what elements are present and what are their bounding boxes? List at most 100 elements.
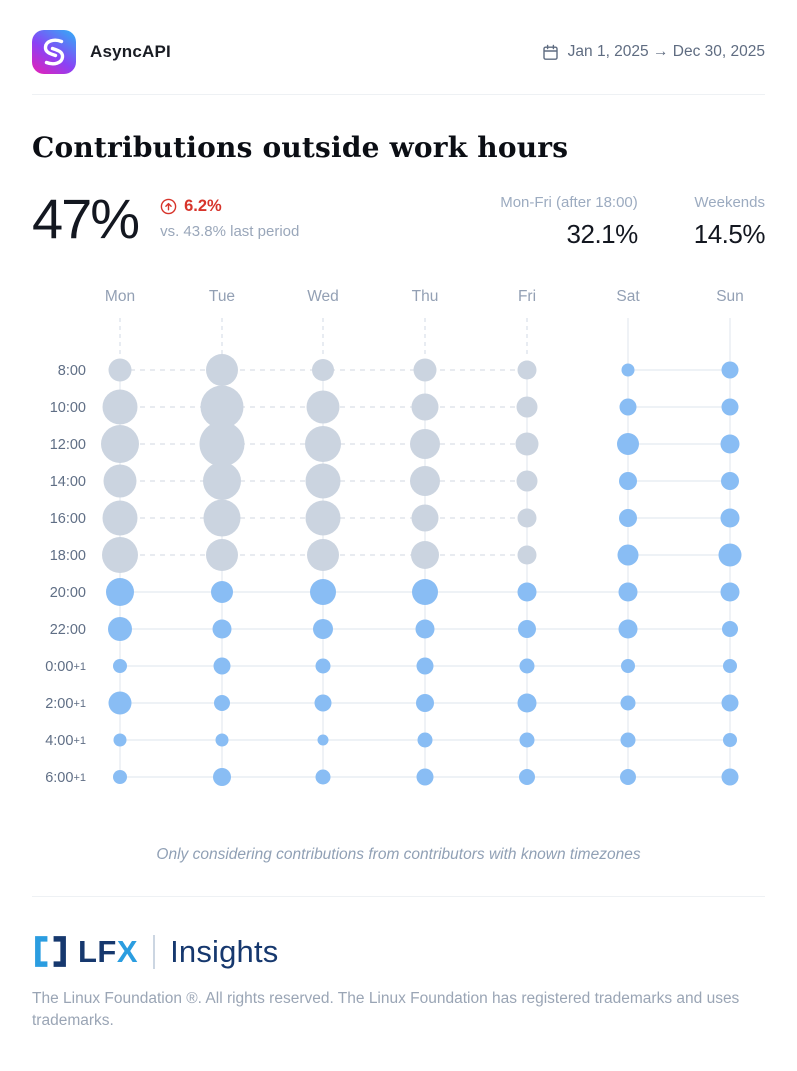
chart-bubble <box>415 619 435 639</box>
chart-bubble <box>413 358 437 382</box>
chart-bubble <box>410 429 440 459</box>
hour-label: 16:00 <box>50 511 86 527</box>
chart-bubble <box>215 733 229 747</box>
chart-bubble <box>718 543 742 567</box>
chart-bubble <box>213 768 231 786</box>
chart-bubble <box>517 545 537 565</box>
hour-label: 8:00 <box>58 363 86 379</box>
chart-bubble <box>619 398 637 416</box>
chart-bubble <box>416 694 434 712</box>
day-label: Tue <box>209 288 235 305</box>
chart-bubble <box>721 694 739 712</box>
chart-bubbles <box>101 354 742 786</box>
day-label: Wed <box>307 288 339 305</box>
logo-separator <box>153 934 156 969</box>
chart-bubble <box>211 581 233 603</box>
chart-bubble <box>312 359 334 381</box>
asyncapi-logo-icon <box>32 30 76 74</box>
trend-up-icon <box>160 198 177 215</box>
chart-bubble <box>305 426 341 462</box>
chart-bubble <box>103 464 137 498</box>
hour-label: 4:00+1 <box>45 733 86 749</box>
chart-bubble <box>519 658 535 674</box>
stat-value: 32.1% <box>566 219 639 249</box>
chart-bubble <box>411 541 439 569</box>
chart-bubble <box>620 695 636 711</box>
chart-bubble <box>516 470 538 492</box>
chart-bubble <box>517 582 537 602</box>
hour-label: 10:00 <box>50 400 86 416</box>
chart-bubble <box>617 544 639 566</box>
chart-bubble <box>305 500 341 536</box>
chart-bubble <box>199 421 245 467</box>
chart-bubble <box>206 354 238 386</box>
chart-bubble <box>518 620 536 638</box>
chart-footnote: Only considering contributions from cont… <box>156 846 641 863</box>
legal-text: The Linux Foundation ®. All rights reser… <box>32 990 740 1029</box>
chart-bubble <box>305 463 341 499</box>
chart-bubble <box>212 619 232 639</box>
stat-label: Weekends <box>694 194 765 211</box>
chart-bubble <box>113 659 127 673</box>
chart-bubble <box>721 472 739 490</box>
brand: AsyncAPI <box>32 30 171 74</box>
chart-bubble <box>720 582 740 602</box>
chart-bubble <box>102 389 138 425</box>
chart-bubble <box>723 733 737 747</box>
date-range-label: Jan 1, 2025 → Dec 30, 2025 <box>567 43 765 60</box>
insights-wordmark: Insights <box>170 933 279 969</box>
chart-bubble <box>519 732 535 748</box>
chart-bubble <box>410 466 440 496</box>
footer-divider <box>32 896 765 897</box>
chart-bubble <box>417 732 433 748</box>
chart-bubble <box>200 385 244 429</box>
trend-value: 6.2% <box>184 197 222 215</box>
header: AsyncAPI Jan 1, 2025 → Dec 30, 2025 <box>32 0 765 74</box>
day-label: Sun <box>716 288 744 305</box>
chart-bubble <box>721 398 739 416</box>
chart-bubble <box>411 393 439 421</box>
chart-bubble <box>618 619 638 639</box>
chart-bubble <box>102 537 138 573</box>
stats-row: 47% 6.2% vs. 43.8% last period Mon-Fri (… <box>32 187 766 250</box>
chart-bubble <box>621 363 635 377</box>
chart-bubble <box>213 657 231 675</box>
chart-bubble <box>101 425 139 463</box>
hour-label: 14:00 <box>50 474 86 490</box>
chart-day-labels: Mon Tue Wed Thu Fri Sat Sun <box>105 288 744 305</box>
chart-bubble <box>517 508 537 528</box>
chart-bubble <box>721 768 739 786</box>
chart-bubble <box>720 508 740 528</box>
chart-bubble <box>203 462 241 500</box>
footer: LFX Insights The Linux Foundation ®. All… <box>32 897 765 1032</box>
hour-label: 12:00 <box>50 437 86 453</box>
chart-bubble <box>620 732 636 748</box>
chart-bubble <box>108 358 132 382</box>
chart-bubble <box>306 390 340 424</box>
main-percentage: 47% <box>32 187 140 250</box>
chart-bubble <box>720 434 740 454</box>
chart-bubble <box>416 768 434 786</box>
chart-bubble <box>203 499 241 537</box>
chart-bubble <box>618 582 638 602</box>
trend-block: 6.2% vs. 43.8% last period <box>160 190 299 240</box>
chart-bubble <box>315 658 331 674</box>
chart-bubble <box>516 396 538 418</box>
chart-bubble <box>416 657 434 675</box>
date-range-picker[interactable]: Jan 1, 2025 → Dec 30, 2025 <box>541 43 765 62</box>
chart-bubble <box>106 578 134 606</box>
page-title: Contributions outside work hours <box>32 131 569 164</box>
chart-bubble <box>519 769 535 785</box>
chart-bubble <box>517 693 537 713</box>
chart-bubble <box>619 509 637 527</box>
chart-bubble <box>214 695 230 711</box>
punchcard-chart: Mon Tue Wed Thu Fri Sat Sun 8:00 10:00 12:00 14:00… <box>0 280 797 802</box>
chart-hour-labels: 8:00 10:00 12:00 14:00 16:00 18:00 20:00 22:00 0… <box>45 363 86 786</box>
chart-bubble <box>313 619 333 639</box>
day-label: Thu <box>412 288 439 305</box>
chart-bubble <box>108 691 132 715</box>
chart-bubble <box>723 659 737 673</box>
chart-bubble <box>412 579 438 605</box>
stat-weekends: Weekends 14.5% <box>694 190 766 250</box>
hour-label: 0:00+1 <box>45 659 86 675</box>
